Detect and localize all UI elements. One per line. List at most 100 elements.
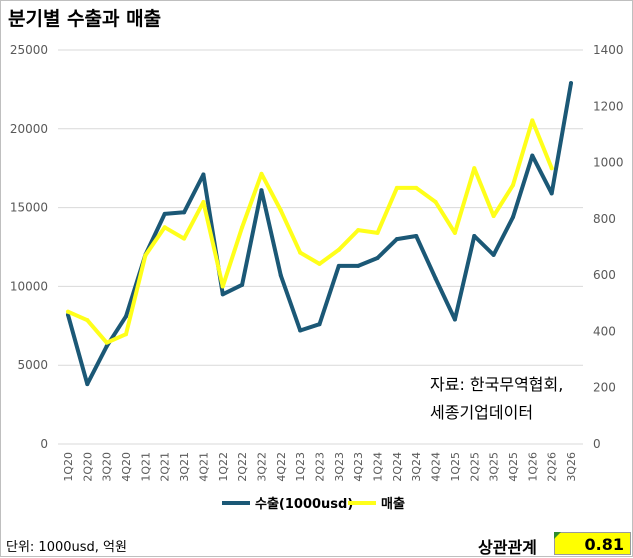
sales-data-point xyxy=(394,185,399,190)
sales-data-point xyxy=(472,166,477,171)
x-tick-label: 3Q22 xyxy=(255,452,268,482)
correlation-label: 상관관계 xyxy=(478,538,537,557)
sales-data-point xyxy=(336,247,341,252)
sales-data-point xyxy=(259,171,264,176)
x-tick-label: 3Q24 xyxy=(410,452,423,482)
sales-data-point xyxy=(220,284,225,289)
x-axis: 1Q20 2Q20 3Q20 4Q20 1Q21 2Q21 3Q21 4Q21 1Q22 2Q22… xyxy=(62,452,578,482)
export-data-point xyxy=(510,215,515,220)
export-data-point xyxy=(182,210,187,215)
export-data-point xyxy=(336,263,341,268)
export-data-point xyxy=(124,314,129,319)
export-data-point xyxy=(472,233,477,238)
export-data-point xyxy=(298,328,303,333)
export-data-point xyxy=(414,233,419,238)
y-right-tick-label: 400 xyxy=(593,324,616,338)
sales-data-point xyxy=(85,318,90,323)
sales-data-point xyxy=(240,225,245,230)
sales-data-point xyxy=(375,230,380,235)
sales-data-point xyxy=(124,332,129,337)
x-tick-label: 3Q20 xyxy=(101,452,114,482)
export-series-line xyxy=(66,81,573,387)
series-lines xyxy=(66,81,573,387)
unit-label: 단위: 1000usd, 억원 xyxy=(6,540,127,555)
sales-data-point xyxy=(356,228,361,233)
export-data-point xyxy=(356,263,361,268)
x-tick-label: 2Q25 xyxy=(468,452,481,482)
export-data-point xyxy=(104,344,109,349)
sales-data-point xyxy=(530,118,535,123)
y-right-tick-label: 200 xyxy=(593,381,616,395)
export-data-point xyxy=(549,191,554,196)
export-data-point xyxy=(530,153,535,158)
y-right-tick-label: 1400 xyxy=(593,43,624,57)
x-tick-label: 4Q21 xyxy=(197,452,210,482)
sales-series-line xyxy=(66,118,554,345)
x-tick-label: 4Q23 xyxy=(352,452,365,482)
x-tick-label: 2Q20 xyxy=(81,452,94,482)
correlation-value-box: 0.81 xyxy=(554,532,631,555)
x-tick-label: 1Q23 xyxy=(294,452,307,482)
legend-item-export-label: 수출(1000usd) xyxy=(255,496,353,512)
y-left-tick-label: 5000 xyxy=(17,358,48,372)
annotation-line: 세종기업데이터 xyxy=(430,403,533,422)
chart-title: 분기별 수출과 매출 xyxy=(8,8,162,30)
export-data-point xyxy=(452,317,457,322)
annotation-line: 자료: 한국무역협회, xyxy=(430,375,563,394)
correlation-value: 0.81 xyxy=(584,535,624,554)
sales-data-point xyxy=(201,199,206,204)
gridlines xyxy=(58,49,583,445)
x-tick-label: 2Q22 xyxy=(236,452,249,482)
x-tick-label: 1Q20 xyxy=(62,452,75,482)
x-tick-label: 1Q25 xyxy=(449,452,462,482)
y-left-tick-label: 25000 xyxy=(10,43,48,57)
export-data-point xyxy=(317,322,322,327)
x-tick-label: 3Q26 xyxy=(565,452,578,482)
cell-marker-icon xyxy=(554,532,561,539)
x-tick-label: 2Q23 xyxy=(314,452,327,482)
legend: 수출(1000usd) 매출 xyxy=(222,496,405,512)
sales-data-point xyxy=(433,199,438,204)
y-left-tick-label: 0 xyxy=(40,437,48,451)
export-data-point xyxy=(491,252,496,257)
y-right-tick-label: 800 xyxy=(593,212,616,226)
x-tick-label: 1Q26 xyxy=(526,452,539,482)
x-tick-label: 4Q20 xyxy=(120,452,133,482)
sales-data-point xyxy=(549,166,554,171)
x-tick-label: 3Q21 xyxy=(178,452,191,482)
y-axis-left: 0 5000 10000 15000 20000 25000 xyxy=(10,43,48,451)
sales-data-point xyxy=(66,309,70,314)
export-data-point xyxy=(85,382,90,387)
sales-data-point xyxy=(452,230,457,235)
y-left-tick-label: 10000 xyxy=(10,279,48,293)
y-right-tick-label: 1200 xyxy=(593,99,624,113)
x-tick-label: 1Q21 xyxy=(139,452,152,482)
export-data-point xyxy=(201,172,206,177)
export-data-point xyxy=(240,282,245,287)
sales-data-point xyxy=(162,225,167,230)
y-left-tick-label: 15000 xyxy=(10,201,48,215)
x-tick-label: 4Q22 xyxy=(275,452,288,482)
x-tick-label: 4Q24 xyxy=(430,452,443,482)
y-axis-right: 0 200 400 600 800 1000 1200 1400 xyxy=(593,43,624,451)
sales-data-point xyxy=(317,261,322,266)
export-data-point xyxy=(220,292,225,297)
legend-item-sales-label: 매출 xyxy=(381,496,405,512)
export-data-point xyxy=(278,273,283,278)
x-tick-label: 1Q24 xyxy=(372,452,385,482)
export-data-point xyxy=(375,256,380,261)
x-tick-label: 2Q21 xyxy=(159,452,172,482)
y-left-tick-label: 20000 xyxy=(10,122,48,136)
export-data-point xyxy=(259,188,264,193)
export-data-point xyxy=(394,237,399,242)
x-tick-label: 1Q22 xyxy=(217,452,230,482)
export-data-point xyxy=(433,276,438,281)
y-right-tick-label: 0 xyxy=(593,437,601,451)
x-tick-label: 4Q25 xyxy=(507,452,520,482)
x-tick-label: 2Q24 xyxy=(391,452,404,482)
sales-data-point xyxy=(104,340,109,345)
sales-data-point xyxy=(510,183,515,188)
source-annotation: 자료: 한국무역협회, 세종기업데이터 xyxy=(430,375,563,422)
